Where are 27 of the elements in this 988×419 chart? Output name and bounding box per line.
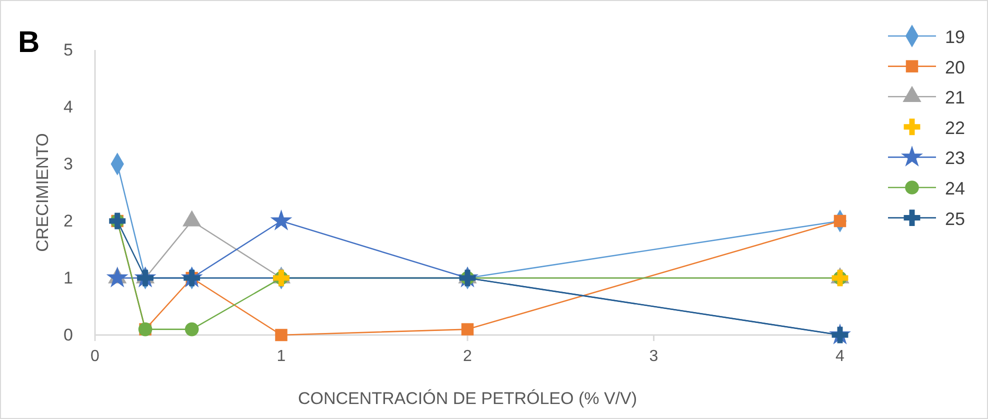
point (461, 323, 474, 336)
point (106, 266, 128, 288)
legend-label: 24 (945, 178, 966, 198)
x-axis-title: CONCENTRACIÓN DE PETRÓLEO (% V/V) (298, 389, 638, 408)
legend-label: 19 (945, 27, 966, 47)
y-tick-label: 4 (64, 98, 73, 116)
x-tick-label: 3 (649, 348, 658, 365)
x-tick-label: 1 (276, 348, 286, 365)
legend-label: 21 (945, 88, 966, 108)
point (834, 214, 846, 228)
legend-label: 22 (945, 118, 966, 138)
y-tick-label: 0 (64, 326, 73, 344)
legend-label: 23 (945, 148, 966, 168)
point (270, 209, 292, 230)
legend-label: 25 (945, 208, 966, 229)
y-tick-label: 2 (64, 212, 73, 230)
y-tick-label: 1 (64, 268, 73, 288)
x-tick-label: 4 (836, 348, 845, 365)
legend-label: 20 (945, 57, 966, 78)
y-tick-label: 3 (64, 154, 73, 174)
x-tick-label: 2 (463, 348, 472, 365)
y-axis-title: CRECIMIENTO (33, 133, 52, 252)
x-tick-label: 0 (90, 348, 100, 365)
point (275, 328, 288, 342)
chart-title: B (18, 26, 40, 59)
y-tick-label: 5 (64, 40, 73, 60)
point (184, 322, 199, 336)
